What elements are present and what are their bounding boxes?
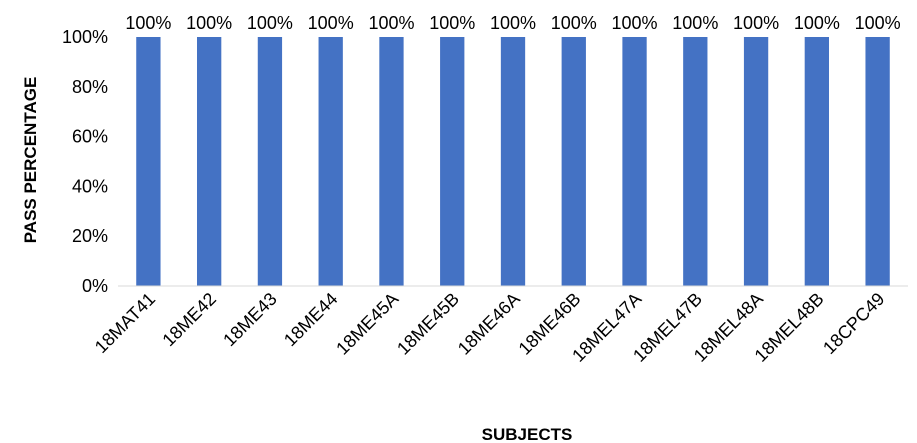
bar [379,37,404,286]
x-axis-title: SUBJECTS [482,425,573,443]
bar [683,37,708,286]
x-tick-label: 18ME45A [332,289,402,359]
x-tick-label: 18ME43 [219,289,281,351]
bar [865,37,890,286]
x-tick-label: 18CPC49 [819,289,888,358]
bar-data-label: 100% [308,13,354,33]
bars [136,37,890,286]
bar [440,37,465,286]
bar [136,37,161,286]
bar-data-label: 100% [551,13,597,33]
x-tick-label: 18ME44 [280,289,342,351]
bar-data-label: 100% [125,13,171,33]
bar-data-label: 100% [855,13,901,33]
bar-data-label: 100% [490,13,536,33]
bar-data-label: 100% [672,13,718,33]
bar [318,37,343,286]
bar [622,37,647,286]
bar-data-label: 100% [429,13,475,33]
bar-data-label: 100% [368,13,414,33]
y-axis-ticks: 0% 20% 40% 60% 80% 100% [62,27,108,296]
y-tick-label: 80% [72,77,108,97]
x-axis-ticks: 18MAT41 18ME42 18ME43 18ME4418ME45A18ME45B1… [91,289,889,366]
data-labels: 100% 100% 100% 100% 100% 100% 100% 100% 100% 100%… [125,13,900,33]
bar [561,37,586,286]
bar [197,37,222,286]
y-tick-label: 60% [72,127,108,147]
bar-data-label: 100% [612,13,658,33]
y-tick-label: 20% [72,226,108,246]
y-axis-title: PASS PERCENTAGE [21,77,40,244]
bar [257,37,283,286]
x-tick-label: 18ME46A [454,289,524,359]
bar-data-label: 100% [733,13,779,33]
x-tick-label: 18MAT41 [91,289,159,357]
x-tick-label: 18ME45B [393,289,463,359]
x-tick-label: 18ME42 [158,289,220,351]
y-tick-label: 100% [62,27,108,47]
bar-data-label: 100% [247,13,293,33]
bar [743,37,769,286]
bar-data-label: 100% [794,13,840,33]
bar-data-label: 100% [186,13,232,33]
y-tick-label: 40% [72,176,108,196]
y-tick-label: 0% [82,276,108,296]
bar [804,37,829,286]
bar [500,37,526,286]
